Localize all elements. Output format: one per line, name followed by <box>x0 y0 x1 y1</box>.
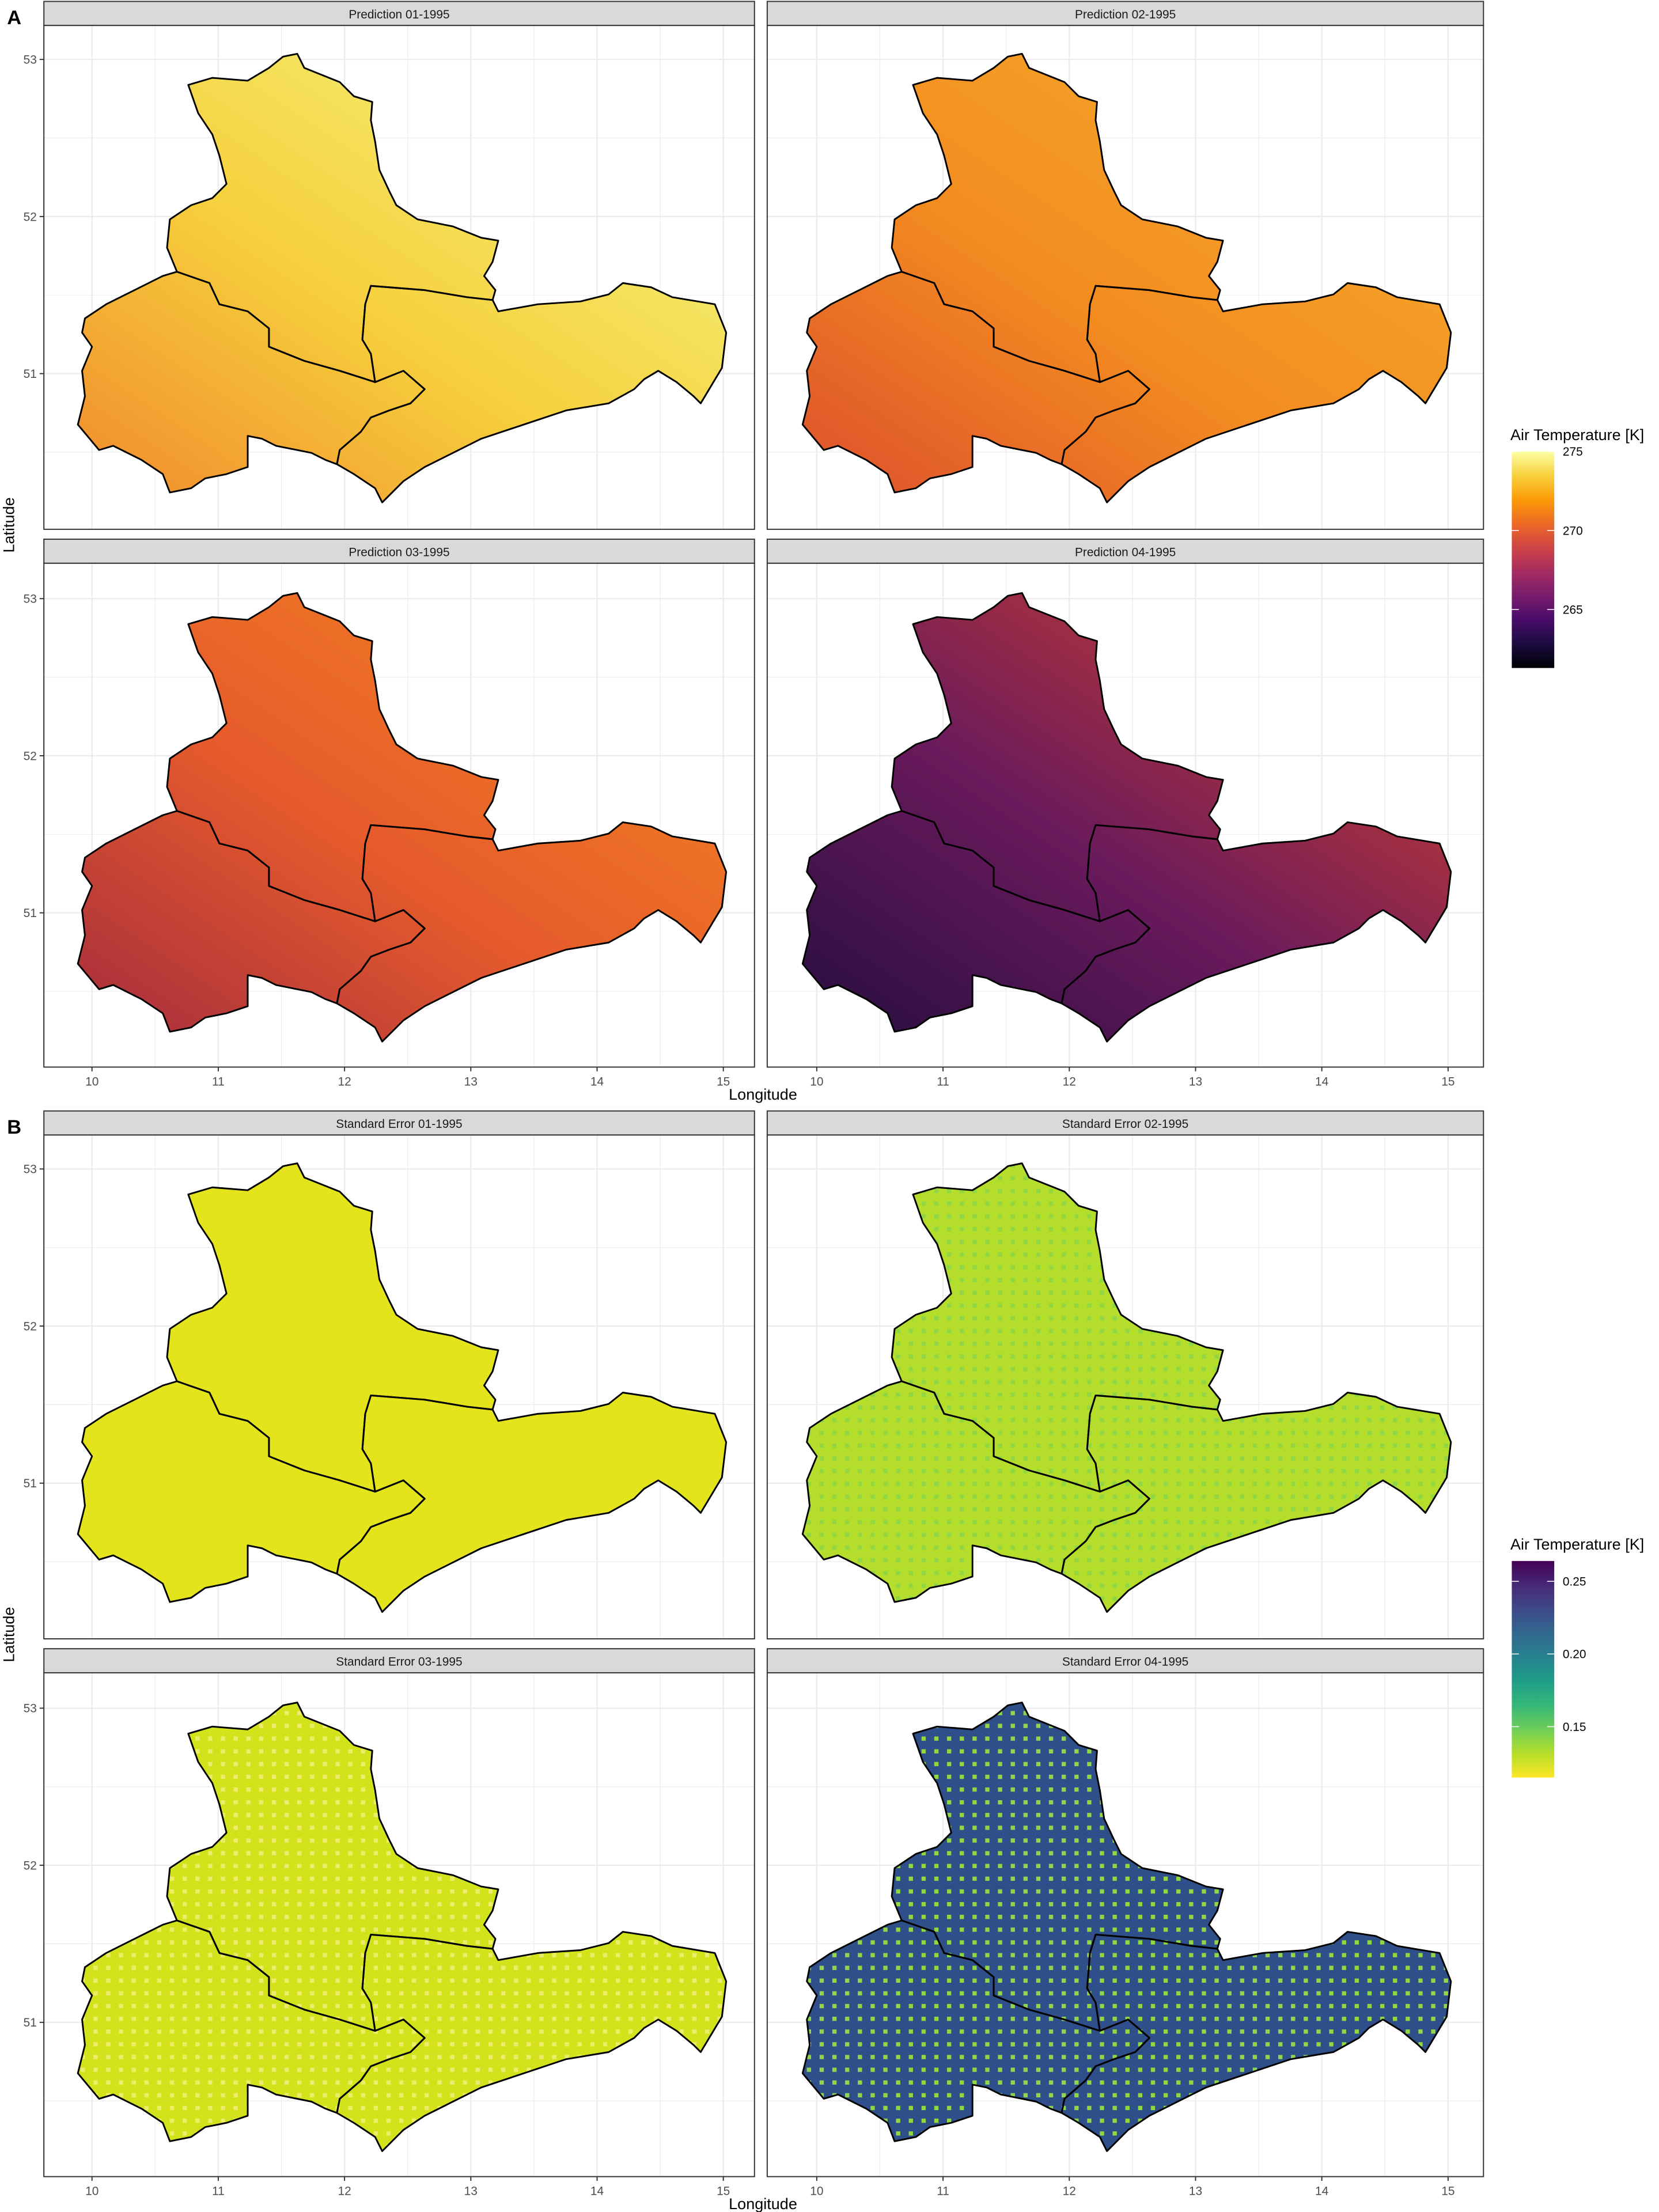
colorbar <box>1512 451 1555 668</box>
x-tick-label: 10 <box>85 1075 99 1088</box>
facet-strip <box>766 1110 1484 1136</box>
colorbar <box>1512 1560 1555 1778</box>
facet-strip <box>766 539 1484 564</box>
facet-strip <box>43 1648 755 1673</box>
facet-title: Standard Error 04-1995 <box>1062 1656 1188 1669</box>
state-saxony-boundary <box>336 1931 728 2152</box>
facet-panel: Standard Error 02-1995 <box>766 1110 1484 1639</box>
x-tick-label: 15 <box>1441 2185 1455 2198</box>
facet-title: Prediction 01-1995 <box>349 8 449 21</box>
y-tick-label: 53 <box>24 593 37 606</box>
y-tick-label: 53 <box>24 54 37 67</box>
x-tick-label: 15 <box>717 1075 730 1088</box>
state-saxony-boundary <box>1060 282 1452 503</box>
colorbar-tick-label: 270 <box>1563 524 1583 537</box>
facet-strip <box>43 1 755 26</box>
facet-title: Standard Error 02-1995 <box>1062 1118 1188 1131</box>
x-tick-label: 13 <box>1189 2185 1202 2198</box>
x-tick-label: 12 <box>1063 1075 1076 1088</box>
facet-panel: Standard Error 04-1995 10 11 12 13 14 15 <box>766 1648 1484 2198</box>
colorbar-legend: Air Temperature [K]275 270 265 <box>1510 426 1644 668</box>
x-axis-title: Longitude <box>729 2195 797 2212</box>
x-tick-label: 11 <box>212 2185 225 2198</box>
panel-label-a: A <box>7 7 21 29</box>
colorbar-legend: Air Temperature [K] 0.25 0.20 0.15 <box>1510 1536 1644 1778</box>
facet-strip <box>43 1110 755 1136</box>
facet-title: Prediction 04-1995 <box>1075 546 1176 559</box>
x-tick-label: 11 <box>212 1075 225 1088</box>
y-tick-label: 52 <box>24 210 37 224</box>
x-tick-label: 10 <box>810 1075 823 1088</box>
facet-title: Standard Error 01-1995 <box>336 1118 462 1131</box>
panel-border <box>43 1134 755 1639</box>
panel-border <box>766 25 1484 530</box>
y-tick-label: 51 <box>24 2016 37 2029</box>
facet-panel: Prediction 03-1995 51 52 53 10 11 12 13 14 15 <box>24 539 755 1088</box>
y-tick-label: 53 <box>24 1702 37 1715</box>
y-axis-title: Latitude <box>1 1607 18 1662</box>
x-tick-label: 11 <box>937 1075 949 1088</box>
panel-border <box>766 1672 1484 2177</box>
x-tick-label: 14 <box>1315 2185 1328 2198</box>
y-tick-label: 51 <box>24 907 37 920</box>
y-tick-label: 52 <box>24 749 37 763</box>
facet-panel: Prediction 01-1995 51 52 53 <box>24 1 755 530</box>
legend-title: Air Temperature [K] <box>1510 1536 1644 1553</box>
x-tick-label: 14 <box>590 2185 604 2198</box>
facet-panel: Prediction 04-1995 10 11 12 13 14 15 <box>766 539 1484 1088</box>
x-tick-label: 12 <box>1063 2185 1076 2198</box>
colorbar-tick-label: 0.20 <box>1563 1648 1586 1661</box>
x-tick-label: 14 <box>1315 1075 1328 1088</box>
x-tick-label: 11 <box>937 2185 949 2198</box>
x-tick-label: 10 <box>810 2185 823 2198</box>
x-tick-label: 13 <box>464 1075 478 1088</box>
colorbar-tick-label: 275 <box>1563 445 1583 459</box>
panel-border <box>43 25 755 530</box>
panel-border <box>766 1134 1484 1639</box>
state-saxony-boundary <box>1060 1931 1452 2152</box>
state-saxony-boundary <box>336 1392 728 1613</box>
x-tick-label: 10 <box>85 2185 99 2198</box>
colorbar-tick-label: 265 <box>1563 603 1583 616</box>
x-tick-label: 12 <box>338 2185 351 2198</box>
facet-panel: Standard Error 03-1995 51 52 53 10 11 12 13 14 15 <box>24 1648 755 2198</box>
x-tick-label: 15 <box>1441 1075 1455 1088</box>
x-axis-title: Longitude <box>729 1086 797 1103</box>
y-tick-label: 52 <box>24 1859 37 1872</box>
y-tick-label: 53 <box>24 1163 37 1176</box>
facet-title: Prediction 03-1995 <box>349 546 449 559</box>
state-saxony-boundary <box>1060 1392 1452 1613</box>
x-tick-label: 15 <box>717 2185 730 2198</box>
facet-strip <box>43 539 755 564</box>
facet-title: Prediction 02-1995 <box>1075 8 1176 21</box>
x-tick-label: 13 <box>464 2185 478 2198</box>
panel-border <box>43 562 755 1068</box>
colorbar-tick-label: 0.15 <box>1563 1721 1586 1734</box>
y-axis-title: Latitude <box>1 497 18 552</box>
facet-title: Standard Error 03-1995 <box>336 1656 462 1669</box>
y-tick-label: 52 <box>24 1320 37 1333</box>
state-saxony-boundary <box>336 821 728 1043</box>
facet-panel: Standard Error 01-1995 51 52 53 <box>24 1110 755 1639</box>
y-tick-label: 51 <box>24 368 37 381</box>
colorbar-tick-label: 0.25 <box>1563 1575 1586 1589</box>
panel-border <box>766 562 1484 1068</box>
x-tick-label: 12 <box>338 1075 351 1088</box>
panel-border <box>43 1672 755 2177</box>
state-saxony-boundary <box>336 282 728 503</box>
facet-panel: Prediction 02-1995 <box>766 1 1484 530</box>
y-tick-label: 51 <box>24 1477 37 1490</box>
state-saxony-boundary <box>1060 821 1452 1043</box>
x-tick-label: 13 <box>1189 1075 1202 1088</box>
panel-label-b: B <box>7 1116 21 1138</box>
x-tick-label: 14 <box>590 1075 604 1088</box>
legend-title: Air Temperature [K] <box>1510 426 1644 444</box>
